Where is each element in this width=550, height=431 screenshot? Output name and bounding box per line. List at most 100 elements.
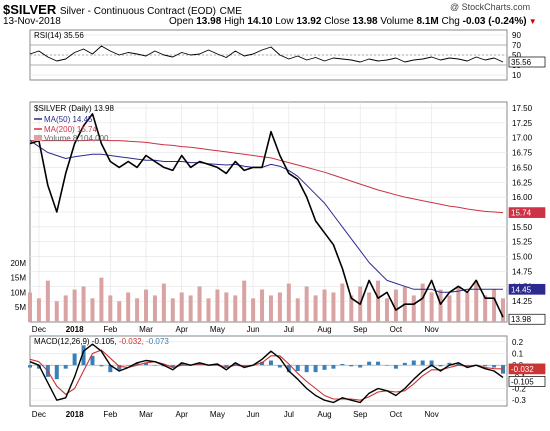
volume-bar: [393, 289, 398, 322]
ma200-last-value-box: [508, 207, 546, 218]
volume-bar: [331, 292, 336, 322]
volume-bar: [260, 289, 265, 322]
macd-histogram-bar: [501, 365, 505, 374]
ohlc-readout: Open 13.98 High 14.10 Low 13.92 Close 13…: [169, 16, 537, 27]
ma50-legend: MA(50) 14.45: [44, 115, 93, 124]
x-tick-label: Jun: [247, 325, 260, 334]
volume-bar: [295, 298, 300, 322]
price-tick-label: 14.75: [512, 267, 533, 276]
volume-bar: [376, 280, 381, 322]
volume-bar: [242, 280, 247, 322]
volume-bar: [63, 295, 68, 322]
price-tick-label: 14.25: [512, 297, 533, 306]
chg-value: -0.03 (-0.24%): [462, 16, 527, 27]
volume-bar: [233, 295, 238, 322]
down-arrow-icon: ▼: [526, 17, 537, 26]
x-tick-label: Dec: [32, 410, 46, 419]
macd-histogram-bar: [492, 365, 497, 368]
volume-bar: [179, 292, 184, 322]
macd-histogram-bar: [72, 353, 77, 366]
signal-last-value-box: [508, 363, 546, 375]
x-tick-label: Jul: [284, 325, 294, 334]
macd-histogram-bar: [260, 361, 265, 366]
volume-bar: [313, 295, 318, 322]
price-legend: $SILVER (Daily) 13.98: [34, 104, 114, 113]
volume-bar: [224, 292, 229, 322]
volume-bar: [188, 295, 193, 322]
chg-label: Chg: [441, 16, 460, 27]
volume-bar: [152, 295, 157, 322]
macd-histogram-bar: [108, 365, 113, 373]
macd-histogram-bar: [268, 360, 273, 366]
price-tick-label: 16.25: [512, 178, 533, 187]
macd-histogram-bar: [170, 365, 175, 368]
volume-bar: [268, 295, 273, 322]
volume-tick-label: 15M: [10, 274, 26, 283]
macd-histogram-bar: [367, 361, 372, 366]
volume-bar: [420, 283, 425, 322]
macd-histogram-bar: [233, 362, 238, 366]
high-label: High: [224, 16, 245, 27]
volume-bar: [277, 292, 282, 322]
volume-bar: [197, 286, 202, 322]
ma200-last-value: 15.74: [511, 209, 532, 218]
volume-bar: [206, 298, 211, 322]
x-tick-label: Apr: [175, 410, 188, 419]
x-tick-label: Aug: [317, 410, 331, 419]
macd-histogram-bar: [411, 360, 416, 366]
volume-bar: [135, 298, 140, 322]
rsi-line: [29, 45, 504, 63]
x-tick-label: Oct: [390, 410, 403, 419]
volume-tick-label: 5M: [15, 303, 26, 312]
macd-histogram-bar: [376, 361, 381, 366]
volume-bar: [251, 298, 256, 322]
price-last-value-box: [508, 313, 546, 325]
rsi-last-value: 35.56: [511, 58, 532, 67]
macd-histogram-bar: [126, 365, 131, 366]
macd-histogram-bar: [393, 365, 398, 369]
volume-bar: [492, 289, 497, 322]
volume-bar: [384, 298, 389, 322]
rsi-tick-label: 50: [512, 51, 521, 60]
volume-bar: [81, 286, 86, 322]
macd-histogram-bar: [349, 365, 354, 367]
macd-histogram-bar: [313, 365, 318, 373]
low-value: 13.92: [296, 16, 322, 27]
macd-tick-label: -0.2: [512, 385, 526, 394]
price-tick-label: 15.25: [512, 238, 533, 247]
macd-histogram-bar: [384, 365, 389, 366]
ma200-legend: MA(200) 15.74: [44, 125, 97, 134]
volume-tick-label: 20M: [10, 259, 26, 268]
macd-last-value-box: [508, 376, 546, 387]
volume-bar: [144, 289, 149, 322]
macd-histogram-bar: [447, 362, 452, 366]
rsi-tick-label: 70: [512, 41, 521, 50]
high-value: 14.10: [247, 16, 273, 27]
ma50-last-value-box: [508, 283, 546, 295]
volume-bar: [215, 289, 220, 322]
close-label: Close: [324, 16, 350, 27]
volume-bar: [126, 292, 131, 322]
x-tick-label: Jun: [247, 410, 260, 419]
volume-bar: [161, 283, 166, 322]
x-tick-label: Aug: [317, 325, 331, 334]
symbol-description: Silver - Continuous Contract (EOD): [59, 6, 217, 17]
x-tick-label: 2018: [66, 410, 84, 419]
macd-histogram-bar: [144, 362, 149, 366]
x-tick-label: Nov: [424, 325, 438, 334]
x-tick-label: Jul: [284, 410, 294, 419]
volume-bar: [170, 298, 175, 322]
macd-signal-line: [29, 349, 504, 401]
volume-legend: Volume 8,104,000: [44, 134, 109, 143]
watermark: @ StockCharts.com: [450, 2, 531, 12]
volume-bar: [465, 292, 470, 322]
volume-bar: [108, 295, 113, 322]
macd-histogram-bar: [304, 365, 309, 373]
macd-histogram-bar: [28, 365, 32, 368]
price-tick-label: 15.00: [512, 253, 533, 262]
macd-histogram-bar: [36, 365, 41, 369]
macd-histogram-bar: [402, 362, 407, 366]
exchange-label: CME: [219, 6, 242, 17]
macd-histogram-bar: [90, 355, 95, 366]
volume-bar: [304, 286, 309, 322]
